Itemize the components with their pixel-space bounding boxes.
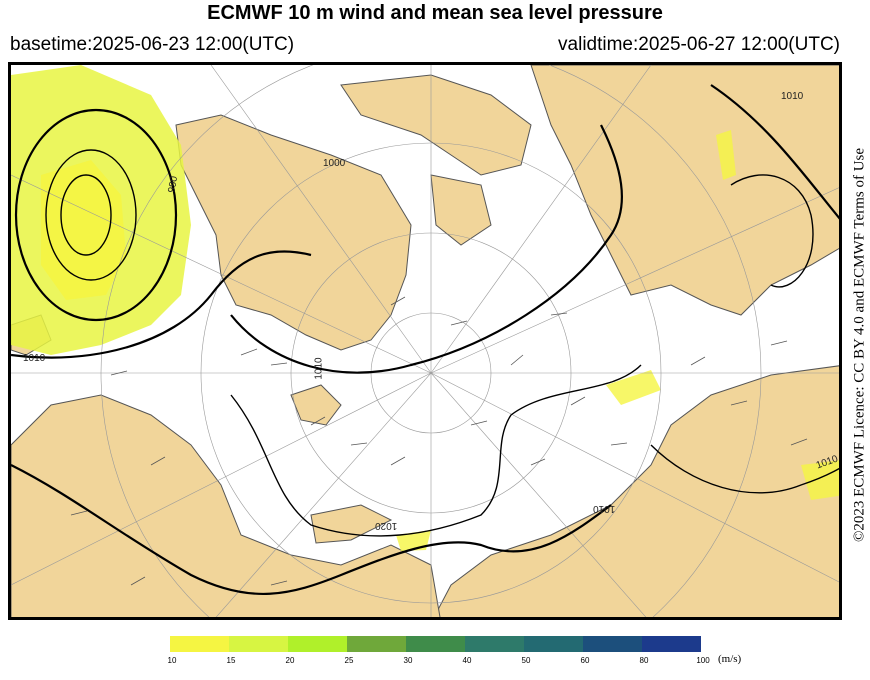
wind-speed-legend: (m/s) 10 15 20 25 30 40 50 60 80 100	[167, 636, 741, 676]
isobar-label-1010-center: 1010	[313, 357, 325, 380]
wind-arrows	[70, 296, 808, 586]
legend-swatch	[642, 636, 701, 652]
legend-tick-label: 25	[344, 656, 354, 665]
legend-tick-label: 80	[639, 656, 649, 665]
europe-land	[11, 394, 441, 617]
legend-swatch	[347, 636, 406, 652]
low-center-isobar-3	[14, 108, 178, 322]
legend-swatch	[465, 636, 524, 652]
wind-shading-sea	[606, 370, 661, 405]
legend-swatch	[524, 636, 583, 652]
map-panel: 1010 1000 990 1010 1010 1020 1010 1010	[8, 62, 842, 620]
isobar-label-1010-west: 1010	[23, 353, 46, 364]
isobar-label-1010-north: 1010	[781, 91, 804, 102]
legend-tick-label: 15	[226, 656, 236, 665]
legend-swatch	[288, 636, 347, 652]
svalbard-land	[290, 384, 342, 426]
wind-shading-se	[801, 460, 839, 500]
isobar-south-thick	[11, 464, 612, 596]
isobar-1010-east	[730, 174, 814, 288]
license-vertical: ©2023 ECMWF Licence: CC BY 4.0 and ECMWF…	[851, 147, 868, 543]
map-title: ECMWF 10 m wind and mean sea level press…	[207, 2, 663, 24]
canadian-archipelago-land	[340, 74, 532, 176]
siberia-land	[433, 365, 839, 617]
legend-tick-label: 50	[521, 656, 531, 665]
legend-color-bar	[170, 636, 701, 652]
isobar-label-1010-south: 1010	[593, 503, 616, 514]
isobar-east	[710, 84, 839, 220]
map-canvas	[11, 65, 839, 617]
isobar-1010-west	[11, 250, 312, 359]
legend-swatch	[170, 636, 229, 652]
isobars	[11, 84, 839, 596]
legend-tick-label: 100	[696, 656, 710, 665]
legend-tick-label: 30	[403, 656, 413, 665]
low-center-isobar-1	[60, 174, 112, 256]
legend-swatch	[583, 636, 642, 652]
legend-tick-label: 20	[285, 656, 295, 665]
novaya-zemlya-land	[310, 504, 393, 544]
basetime-label: basetime:2025-06-23 12:00(UTC)	[10, 34, 295, 55]
legend-swatch	[229, 636, 288, 652]
isobar-1020-ring	[230, 364, 642, 537]
legend-tick-label: 10	[167, 656, 177, 665]
validtime-label: validtime:2025-06-27 12:00(UTC)	[558, 34, 840, 55]
legend-tick-label: 60	[580, 656, 590, 665]
isobar-label-1000: 1000	[323, 158, 346, 169]
wind-shading-east	[716, 130, 736, 180]
archipelago-island	[430, 174, 492, 246]
low-center-isobar-2	[45, 149, 137, 281]
greenland-land	[175, 114, 412, 351]
isobar-label-1020: 1020	[375, 520, 398, 531]
isobar-central	[230, 124, 623, 374]
legend-unit: (m/s)	[718, 653, 742, 665]
legend-tick-label: 40	[462, 656, 472, 665]
legend-swatch	[406, 636, 465, 652]
isobar-southeast	[650, 444, 839, 494]
graticule	[11, 65, 839, 617]
